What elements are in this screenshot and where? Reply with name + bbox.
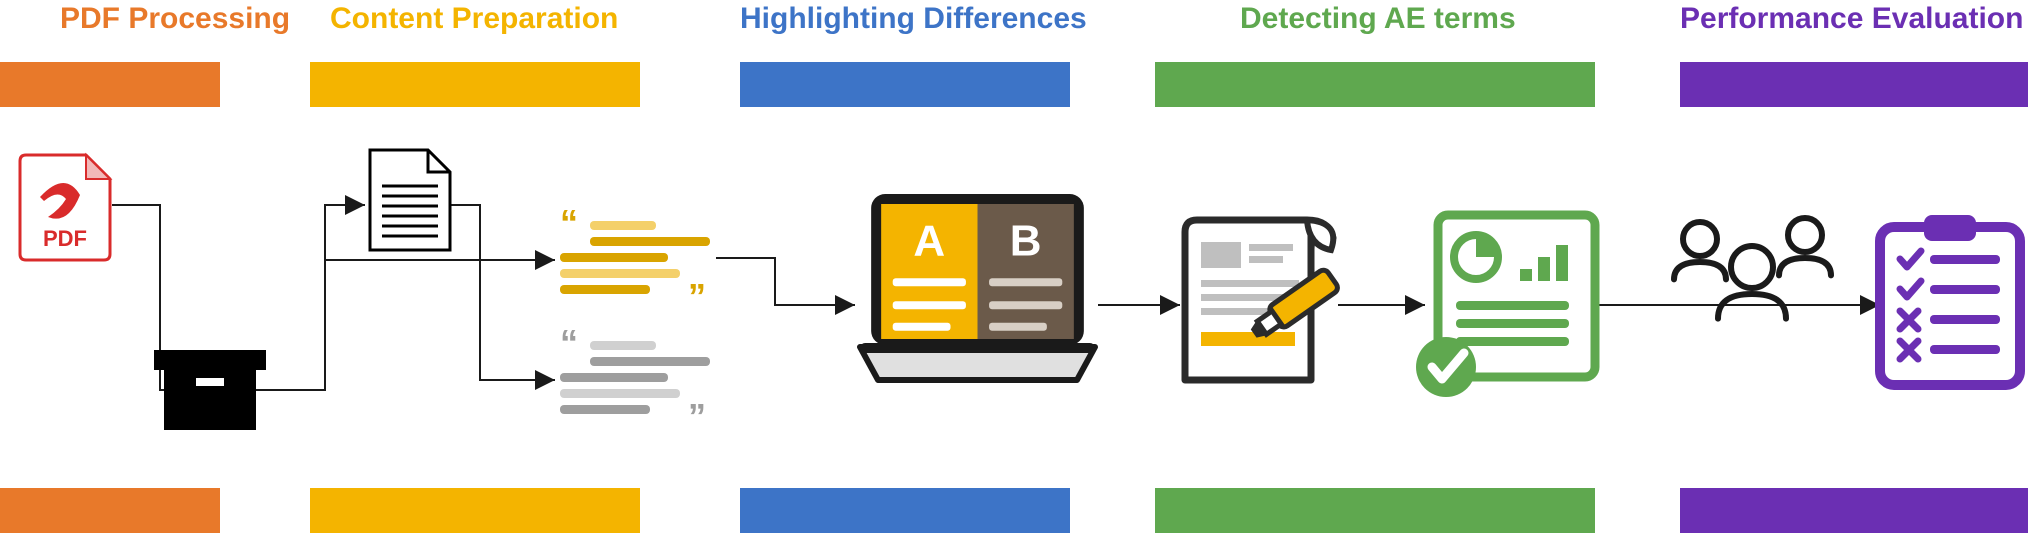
quote-gray-icon: “” [560,322,710,437]
stage-bar-bottom-perf [1680,488,2028,533]
stage-bar-top-highlight [740,62,1070,107]
stage-title-pdf: PDF Processing [60,2,290,36]
svg-text:”: ” [688,276,706,317]
quote-gold-icon: “” [560,202,710,317]
svg-text:“: “ [560,202,578,243]
stage-title-detect: Detecting AE terms [1240,2,1516,36]
svg-text:A: A [913,216,945,265]
pdf-icon: PDF [20,155,110,260]
flow-arrow-0 [112,205,180,390]
stage-bar-bottom-highlight [740,488,1070,533]
stage-bar-bottom-detect [1155,488,1595,533]
highlight-document-icon [1185,220,1340,380]
svg-text:B: B [1010,216,1042,265]
stage-title-highlight: Highlighting Differences [740,2,1087,36]
svg-text:PDF: PDF [43,226,87,251]
people-icon [1674,218,1831,319]
flow-arrow-2 [251,260,555,390]
archive-box-icon [154,350,266,430]
flow-arrow-1 [245,205,365,390]
stage-bar-top-perf [1680,62,2028,107]
document-icon [370,150,450,250]
stage-bar-top-content [310,62,640,107]
flow-arrow-3 [450,205,555,380]
stage-bar-bottom-content [310,488,640,533]
stage-bar-top-pdf [0,62,220,107]
report-check-icon [1416,215,1595,397]
stage-title-perf: Performance Evaluation [1680,2,2023,36]
compare-laptop-icon: AB [860,194,1095,380]
flow-arrow-4 [716,258,855,305]
stage-title-content: Content Preparation [330,2,618,36]
stage-bar-top-detect [1155,62,1595,107]
svg-text:“: “ [560,322,578,363]
stage-bar-bottom-pdf [0,488,220,533]
svg-text:”: ” [688,396,706,437]
clipboard-checklist-icon [1880,215,2020,385]
